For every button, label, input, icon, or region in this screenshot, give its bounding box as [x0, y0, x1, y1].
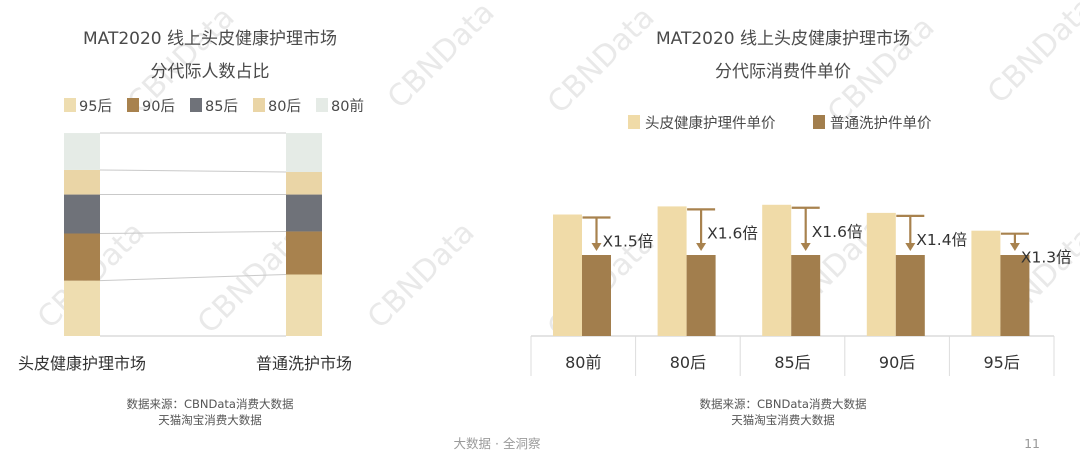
stack-segment-80-1 — [286, 172, 322, 195]
legend-swatch-scalp — [628, 115, 640, 129]
page-number: 11 — [1024, 436, 1040, 451]
bar-scalp-4 — [971, 230, 1001, 336]
right-chart: MAT2020 线上头皮健康护理市场 分代际消费件单价 头皮健康护理件单价 普通… — [530, 29, 1072, 427]
stack-segment-pre80-0 — [64, 133, 100, 170]
legend-swatch-90 — [127, 98, 139, 112]
right-title-line1: MAT2020 线上头皮健康护理市场 — [656, 29, 910, 49]
bar-regular-3 — [895, 255, 925, 336]
right-grouped-bars: X1.5倍 80前 X1.6倍 80后 X1.6倍 85后 X1.4倍 90后 X1.3倍 95后 — [530, 204, 1072, 376]
legend-label-regular: 普通洗护件单价 — [830, 115, 932, 132]
left-stacked-bars — [64, 132, 322, 337]
left-title-line2: 分代际人数占比 — [151, 62, 270, 82]
legend-label-95: 95后 — [79, 98, 112, 115]
bar-scalp-2 — [762, 204, 792, 336]
stack-segment-95-0 — [64, 280, 100, 336]
watermark-text: CBNData — [541, 0, 662, 121]
bar-scalp-0 — [553, 214, 582, 336]
multiplier-arrow-head — [905, 243, 916, 251]
right-title-line2: 分代际消费件单价 — [715, 62, 851, 82]
stack-connector-line — [99, 230, 287, 234]
left-source-line2: 天猫淘宝消费大数据 — [158, 413, 262, 427]
legend-label-pre80: 80前 — [331, 98, 364, 115]
multiplier-label: X1.3倍 — [1021, 249, 1072, 267]
stack-segment-90-1 — [286, 231, 322, 275]
bar-regular-4 — [1000, 255, 1030, 336]
multiplier-label: X1.6倍 — [707, 224, 758, 242]
category-label: 90后 — [879, 353, 915, 372]
category-label: 95后 — [984, 353, 1020, 372]
legend-label-scalp: 头皮健康护理件单价 — [645, 115, 776, 132]
multiplier-arrow-head — [591, 243, 602, 251]
stack-segment-85-1 — [286, 194, 322, 232]
multiplier-label: X1.4倍 — [916, 231, 967, 249]
category-label: 85后 — [774, 353, 810, 372]
stack-segment-pre80-1 — [286, 133, 322, 172]
legend-label-90: 90后 — [142, 98, 175, 115]
left-market-label-regular: 普通洗护市场 — [256, 354, 352, 373]
bar-regular-0 — [582, 255, 611, 336]
category-label: 80前 — [565, 353, 601, 372]
legend-swatch-regular — [813, 115, 825, 129]
watermark-text: CBNData — [361, 215, 482, 336]
stack-connector-line — [99, 274, 287, 282]
legend-label-85: 85后 — [205, 98, 238, 115]
stack-segment-85-0 — [64, 194, 100, 234]
stack-segment-95-1 — [286, 274, 322, 336]
multiplier-label: X1.5倍 — [603, 233, 654, 251]
bar-scalp-1 — [657, 206, 687, 336]
bar-scalp-3 — [866, 212, 896, 336]
multiplier-arrow-head — [800, 243, 811, 251]
stack-segment-80-0 — [64, 169, 100, 195]
footer-brand: 大数据 · 全洞察 — [454, 436, 541, 451]
legend-swatch-pre80 — [316, 98, 328, 112]
right-legend: 头皮健康护理件单价 普通洗护件单价 — [628, 115, 932, 132]
left-title-line1: MAT2020 线上头皮健康护理市场 — [83, 29, 337, 49]
legend-label-80: 80后 — [268, 98, 301, 115]
left-legend: 95后 90后 85后 80后 80前 — [64, 98, 364, 115]
watermark-text: CBNData — [981, 0, 1080, 111]
multiplier-label: X1.6倍 — [812, 223, 863, 241]
legend-swatch-80 — [253, 98, 265, 112]
watermark-text: CBNData — [381, 0, 502, 116]
stack-connector-line — [99, 169, 287, 173]
multiplier-arrow-head — [696, 243, 707, 251]
stack-segment-90-0 — [64, 233, 100, 281]
left-source-line1: 数据来源：CBNData消费大数据 — [127, 397, 294, 411]
left-market-label-scalp: 头皮健康护理市场 — [18, 354, 146, 373]
multiplier-arrow-head — [1009, 243, 1020, 251]
legend-swatch-95 — [64, 98, 76, 112]
bar-regular-1 — [686, 255, 716, 336]
legend-swatch-85 — [190, 98, 202, 112]
bar-regular-2 — [791, 255, 821, 336]
right-source-line1: 数据来源：CBNData消费大数据 — [700, 397, 867, 411]
right-source-line2: 天猫淘宝消费大数据 — [731, 413, 835, 427]
left-chart: MAT2020 线上头皮健康护理市场 分代际人数占比 95后 90后 85后 8… — [18, 29, 364, 427]
category-label: 80后 — [670, 353, 706, 372]
